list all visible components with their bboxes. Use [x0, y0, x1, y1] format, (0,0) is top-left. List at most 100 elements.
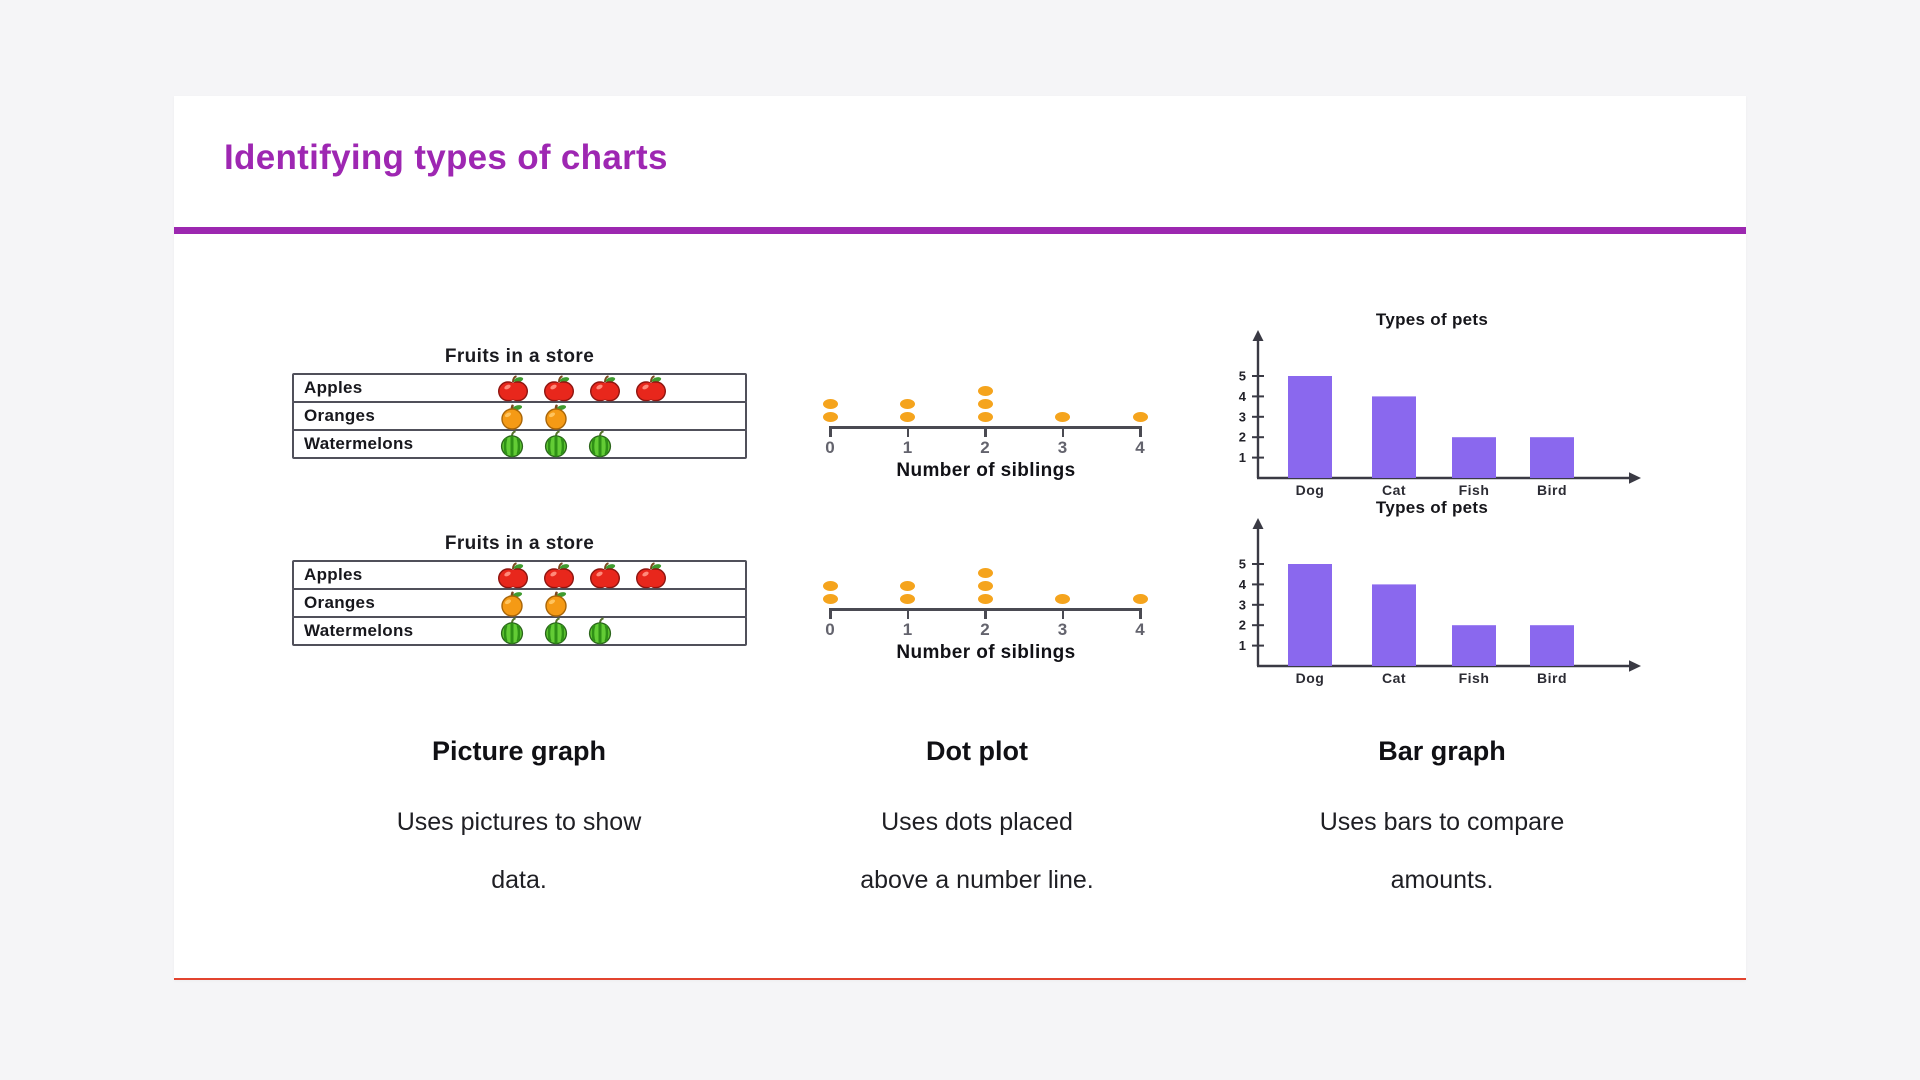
- orange-icon: [545, 591, 567, 617]
- number-line-tick: [829, 426, 832, 437]
- number-line-tick: [1139, 426, 1142, 437]
- y-tick-label: 4: [1239, 577, 1247, 592]
- caption-text: amounts.: [1390, 866, 1494, 894]
- dot-marker: [900, 412, 915, 422]
- bar-fish: [1452, 625, 1496, 666]
- apple-icon: [497, 561, 529, 588]
- row-label: Oranges: [304, 406, 376, 425]
- bar-chart-canvas: 1 2 3 4 5 Dog Cat Fish Bird: [1239, 518, 1641, 686]
- y-tick-label: 2: [1239, 618, 1246, 633]
- caption-title: Dot plot: [926, 736, 1028, 766]
- axis-label: Number of siblings: [896, 642, 1076, 663]
- dot-marker: [977, 412, 993, 422]
- watermelon-icon: [588, 617, 612, 645]
- apple-icon: [543, 374, 575, 401]
- watermelon-icon: [544, 617, 568, 645]
- dot-plot-bottom: 0 1 2 3 4 Number of siblings: [806, 530, 1166, 680]
- caption-title: Bar graph: [1378, 736, 1506, 766]
- orange-icon: [545, 404, 567, 430]
- x-category-label: Cat: [1382, 670, 1406, 686]
- watermelon-icon: [544, 430, 568, 458]
- x-category-label: Bird: [1537, 482, 1567, 498]
- apple-icon: [589, 374, 621, 401]
- bar-bird: [1530, 625, 1574, 666]
- row-icons: [496, 617, 616, 645]
- row-label: Watermelons: [304, 621, 414, 640]
- caption-picture-graph: Picture graph Uses pictures to show data…: [284, 736, 754, 909]
- apple-icon: [497, 374, 529, 401]
- row-icons: [496, 590, 572, 617]
- caption-dot-plot: Dot plot Uses dots placed above a number…: [742, 736, 1212, 909]
- row-label: Apples: [304, 378, 363, 397]
- x-category-label: Fish: [1459, 482, 1490, 498]
- chart-title: Types of pets: [1375, 310, 1489, 329]
- row-label: Apples: [304, 565, 363, 584]
- dot-marker: [822, 412, 838, 422]
- dot-marker: [822, 581, 838, 591]
- bar-chart-canvas: 1 2 3 4 5 Dog Cat Fish Bird: [1239, 330, 1641, 498]
- orange-icon: [501, 404, 523, 430]
- picture-graph-top: Fruits in a store Apples Oranges Watermelon…: [292, 346, 747, 459]
- row-label: Watermelons: [304, 434, 414, 453]
- caption-text: above a number line.: [860, 866, 1094, 894]
- tick-label: 0: [825, 620, 835, 639]
- orange-icon: [501, 591, 523, 617]
- chart-title: Types of pets: [1375, 498, 1489, 517]
- x-axis-arrow-icon: [1629, 660, 1641, 672]
- dot-marker: [822, 399, 838, 409]
- apple-icon: [635, 374, 667, 401]
- caption-bar-graph: Bar graph Uses bars to compare amounts.: [1207, 736, 1677, 909]
- bar-graph-bottom: Types of pets 1 2 3 4 5 Dog Cat Fish Bird: [1232, 498, 1652, 692]
- axis-label: Number of siblings: [896, 460, 1076, 481]
- caption-text: data.: [491, 866, 547, 894]
- tick-label: 2: [980, 620, 990, 639]
- x-category-label: Dog: [1296, 670, 1325, 686]
- number-line-tick: [1061, 426, 1064, 437]
- bar-dog: [1288, 376, 1332, 478]
- number-line-tick: [984, 426, 987, 437]
- dot-marker: [977, 399, 993, 409]
- picture-graph-row: Watermelons: [292, 429, 747, 459]
- row-icons: [496, 403, 572, 430]
- number-line-tick: [829, 608, 832, 619]
- bar-fish: [1452, 437, 1496, 478]
- tick-label: 1: [902, 620, 913, 639]
- picture-graph-row: Watermelons: [292, 616, 747, 646]
- picture-graph-row: Oranges: [292, 588, 747, 618]
- tick-label: 4: [1135, 438, 1145, 457]
- picture-graph-row: Apples: [292, 373, 747, 403]
- picture-graph-row: Apples: [292, 560, 747, 590]
- apple-icon: [543, 561, 575, 588]
- slide-card: Identifying types of charts Fruits in a …: [174, 96, 1746, 980]
- y-tick-label: 3: [1239, 597, 1246, 612]
- tick-label: 3: [1057, 620, 1068, 639]
- header-divider: [174, 227, 1746, 234]
- dot-plot-top: 0 1 2 3 4 Number of siblings: [806, 348, 1166, 498]
- dot-marker: [977, 568, 993, 578]
- dot-marker: [977, 581, 993, 591]
- dot-marker: [1132, 412, 1148, 422]
- y-tick-label: 5: [1239, 369, 1246, 384]
- row-icons: [496, 430, 616, 458]
- y-axis-arrow-icon: [1252, 518, 1264, 529]
- bar-cat: [1372, 584, 1416, 666]
- dot-marker: [900, 581, 915, 591]
- caption-title: Picture graph: [431, 736, 607, 766]
- bar-bird: [1530, 437, 1574, 478]
- bar-dog: [1288, 564, 1332, 666]
- dot-marker: [1132, 594, 1148, 604]
- tick-label: 3: [1057, 438, 1068, 457]
- picture-graph-row: Oranges: [292, 401, 747, 431]
- watermelon-icon: [500, 617, 524, 645]
- tick-label: 0: [825, 438, 835, 457]
- y-axis-arrow-icon: [1252, 330, 1264, 341]
- number-line-tick: [984, 608, 987, 619]
- x-category-label: Cat: [1382, 482, 1406, 498]
- y-tick-label: 1: [1239, 450, 1246, 465]
- x-category-label: Dog: [1296, 482, 1325, 498]
- dot-marker: [900, 594, 915, 604]
- y-tick-label: 2: [1239, 430, 1246, 445]
- tick-label: 4: [1135, 620, 1145, 639]
- number-line-tick: [906, 426, 909, 437]
- x-axis-arrow-icon: [1629, 472, 1641, 484]
